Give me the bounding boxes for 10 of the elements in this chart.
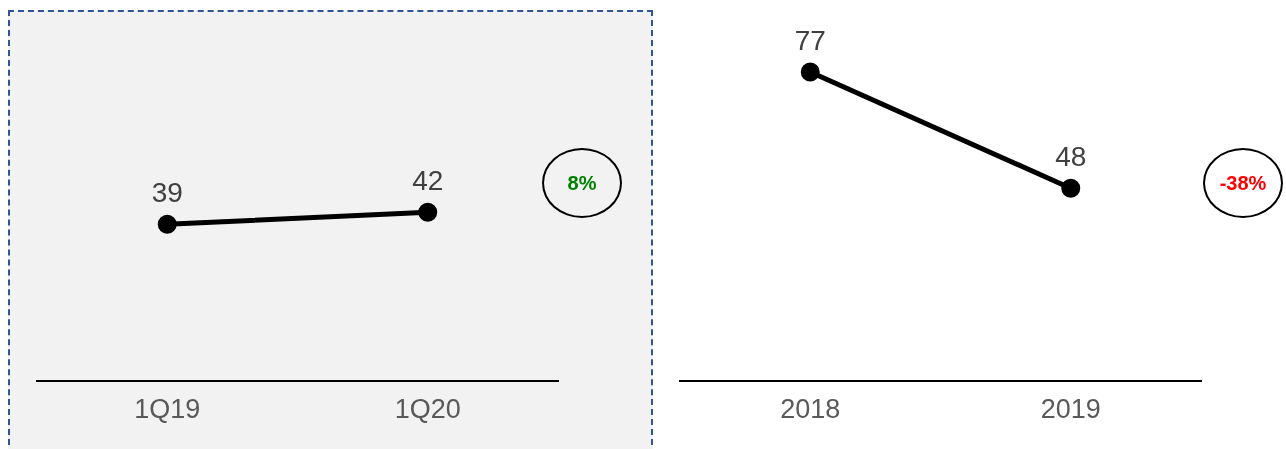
circle-badge: -38%: [1203, 148, 1283, 218]
x-tick-label: 2019: [1040, 394, 1101, 425]
data-label: 39: [151, 177, 183, 209]
data-label: 42: [412, 165, 444, 197]
data-label: 77: [794, 24, 826, 56]
x-tick-label: 1Q20: [394, 394, 461, 425]
data-label: 48: [1055, 141, 1087, 172]
x-tick-label: 2018: [780, 394, 841, 425]
x-tick-label: 1Q19: [134, 394, 201, 425]
circle-badge: 8%: [542, 148, 622, 218]
